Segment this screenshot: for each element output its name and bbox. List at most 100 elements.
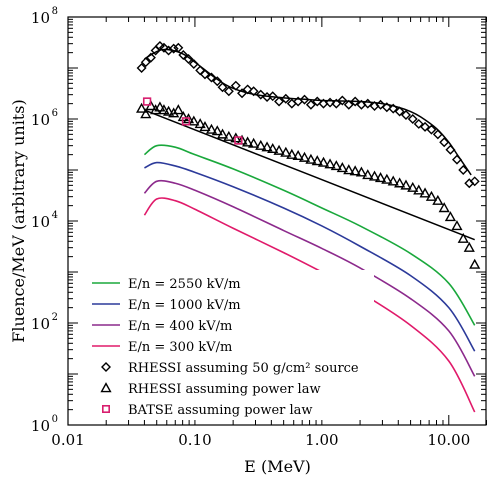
fit-line-rhessi-assuming-power-law bbox=[144, 109, 475, 241]
fit-lines bbox=[144, 48, 475, 241]
data-point-rhessi-assuming-power-law bbox=[248, 137, 260, 148]
data-point-rhessi-assuming-power-law bbox=[374, 172, 387, 183]
data-point-rhessi-assuming-50-g-cm-source bbox=[217, 82, 228, 93]
data-point-rhessi-assuming-power-law bbox=[407, 181, 419, 192]
y-tick-label: 10 2 bbox=[31, 312, 58, 333]
data-point-rhessi-assuming-50-g-cm-source bbox=[458, 165, 469, 175]
data-point-rhessi-assuming-power-law bbox=[292, 149, 304, 161]
data-point-rhessi-assuming-50-g-cm-source bbox=[381, 102, 392, 113]
series-line-e-n-1000-kv-m bbox=[144, 161, 476, 352]
data-point-rhessi-assuming-power-law bbox=[444, 211, 457, 222]
data-point-rhessi-assuming-power-law bbox=[463, 241, 475, 252]
data-point-rhessi-assuming-50-g-cm-source bbox=[394, 106, 405, 117]
legend-marker-rhessi-assuming-50-g-cm-source bbox=[101, 362, 111, 372]
data-point-rhessi-assuming-power-law bbox=[242, 136, 254, 147]
data-point-rhessi-assuming-50-g-cm-source bbox=[451, 154, 462, 165]
x-tick-labels: 0.01 0.10 1.00 10.00 bbox=[51, 431, 470, 449]
y-tick-label: 10 0 bbox=[31, 414, 58, 435]
data-point-rhessi-assuming-power-law bbox=[400, 179, 412, 190]
series-line-e-n-300-kv-m bbox=[143, 197, 476, 413]
legend: E/n = 2550 kV/m E/n = 1000 kV/m E/n = 400 … bbox=[84, 270, 374, 420]
x-tick-label: 0.10 bbox=[178, 431, 211, 449]
data-point-rhessi-assuming-50-g-cm-source bbox=[407, 114, 418, 124]
data-point-rhessi-assuming-power-law bbox=[286, 148, 298, 159]
data-point-rhessi-assuming-50-g-cm-source bbox=[325, 97, 336, 108]
legend-label-e-n-300-kv-m: E/n = 300 kV/m bbox=[128, 340, 232, 355]
data-point-rhessi-assuming-power-law bbox=[298, 151, 311, 162]
data-point-rhessi-assuming-power-law bbox=[211, 125, 223, 136]
data-point-rhessi-assuming-50-g-cm-source bbox=[312, 96, 323, 107]
data-point-rhessi-assuming-power-law bbox=[168, 107, 180, 118]
data-point-rhessi-assuming-power-law bbox=[324, 158, 336, 169]
data-point-rhessi-assuming-power-law bbox=[413, 184, 425, 195]
data-point-rhessi-assuming-50-g-cm-source bbox=[400, 109, 411, 120]
data-point-rhessi-assuming-50-g-cm-source bbox=[375, 99, 386, 110]
axis-ticks bbox=[67, 16, 487, 426]
data-point-rhessi-assuming-power-law bbox=[205, 123, 218, 134]
data-point-rhessi-assuming-power-law bbox=[154, 101, 166, 112]
data-point-rhessi-assuming-50-g-cm-source bbox=[188, 58, 199, 69]
legend-label-e-n-400-kv-m: E/n = 400 kV/m bbox=[128, 319, 232, 334]
data-point-rhessi-assuming-power-law bbox=[194, 118, 206, 129]
data-point-rhessi-assuming-power-law bbox=[381, 173, 393, 184]
data-point-rhessi-assuming-50-g-cm-source bbox=[350, 96, 361, 107]
data-point-rhessi-assuming-50-g-cm-source bbox=[274, 96, 285, 107]
data-point-rhessi-assuming-50-g-cm-source bbox=[140, 57, 151, 68]
x-tick-label: 0.01 bbox=[51, 431, 84, 449]
data-point-rhessi-assuming-50-g-cm-source bbox=[223, 86, 234, 97]
data-point-batse-assuming-power-law bbox=[181, 117, 191, 126]
data-point-rhessi-assuming-power-law bbox=[158, 104, 170, 115]
x-tick-label: 10.00 bbox=[427, 431, 470, 449]
data-point-rhessi-assuming-power-law bbox=[267, 142, 279, 154]
legend-label-rhessi-assuming-50-g-cm-source: RHESSI assuming 50 g/cm² source bbox=[128, 361, 359, 376]
series-line-e-n-400-kv-m bbox=[143, 179, 476, 377]
data-point-rhessi-assuming-power-law bbox=[438, 202, 450, 213]
y-tick-label: 10 6 bbox=[31, 108, 58, 129]
data-point-rhessi-assuming-50-g-cm-source bbox=[299, 94, 310, 105]
data-point-rhessi-assuming-50-g-cm-source bbox=[439, 137, 450, 148]
series-markers bbox=[136, 41, 481, 269]
legend-background bbox=[84, 270, 374, 420]
legend-label-rhessi-assuming-power-law: RHESSI assuming power law bbox=[128, 382, 321, 397]
y-axis-title: Fluence/MeV (arbitrary units) bbox=[9, 99, 28, 342]
data-point-rhessi-assuming-power-law bbox=[457, 232, 469, 243]
data-point-rhessi-assuming-power-law bbox=[349, 165, 361, 176]
data-point-rhessi-assuming-power-law bbox=[140, 108, 152, 119]
data-point-batse-assuming-power-law bbox=[234, 136, 243, 145]
data-point-rhessi-assuming-power-law bbox=[330, 160, 342, 171]
data-point-rhessi-assuming-50-g-cm-source bbox=[388, 103, 399, 114]
data-point-rhessi-assuming-power-law bbox=[469, 258, 481, 269]
data-point-rhessi-assuming-50-g-cm-source bbox=[420, 121, 431, 132]
data-point-rhessi-assuming-50-g-cm-source bbox=[183, 54, 194, 65]
data-point-rhessi-assuming-power-law bbox=[387, 175, 399, 186]
data-point-rhessi-assuming-power-law bbox=[343, 164, 355, 175]
data-point-rhessi-assuming-50-g-cm-source bbox=[248, 86, 259, 97]
data-point-rhessi-assuming-power-law bbox=[216, 128, 229, 139]
data-point-rhessi-assuming-power-law bbox=[273, 144, 285, 155]
data-point-rhessi-assuming-50-g-cm-source bbox=[337, 95, 348, 106]
data-point-rhessi-assuming-power-law bbox=[162, 105, 175, 116]
data-point-rhessi-assuming-50-g-cm-source bbox=[178, 49, 189, 60]
data-point-rhessi-assuming-50-g-cm-source bbox=[280, 93, 291, 104]
data-point-rhessi-assuming-power-law bbox=[419, 187, 431, 198]
data-point-rhessi-assuming-50-g-cm-source bbox=[158, 42, 169, 53]
data-point-rhessi-assuming-50-g-cm-source bbox=[168, 43, 179, 54]
data-point-rhessi-assuming-power-law bbox=[280, 146, 292, 157]
legend-marker-rhessi-assuming-power-law bbox=[100, 382, 112, 393]
data-point-rhessi-assuming-power-law bbox=[261, 141, 273, 152]
data-point-rhessi-assuming-50-g-cm-source bbox=[305, 99, 316, 110]
data-point-rhessi-assuming-power-law bbox=[432, 194, 444, 205]
data-point-rhessi-assuming-power-law bbox=[223, 130, 235, 141]
data-point-rhessi-assuming-power-law bbox=[317, 156, 330, 167]
data-point-rhessi-assuming-50-g-cm-source bbox=[362, 98, 373, 109]
data-point-batse-assuming-power-law bbox=[142, 97, 152, 106]
data-point-rhessi-assuming-50-g-cm-source bbox=[343, 99, 354, 110]
data-point-rhessi-assuming-power-law bbox=[368, 170, 381, 181]
data-point-rhessi-assuming-power-law bbox=[394, 177, 406, 188]
data-point-rhessi-assuming-50-g-cm-source bbox=[432, 129, 443, 140]
data-point-rhessi-assuming-50-g-cm-source bbox=[331, 98, 342, 109]
data-point-rhessi-assuming-50-g-cm-source bbox=[413, 118, 424, 129]
data-point-rhessi-assuming-50-g-cm-source bbox=[469, 176, 480, 187]
data-point-rhessi-assuming-power-law bbox=[355, 166, 368, 177]
